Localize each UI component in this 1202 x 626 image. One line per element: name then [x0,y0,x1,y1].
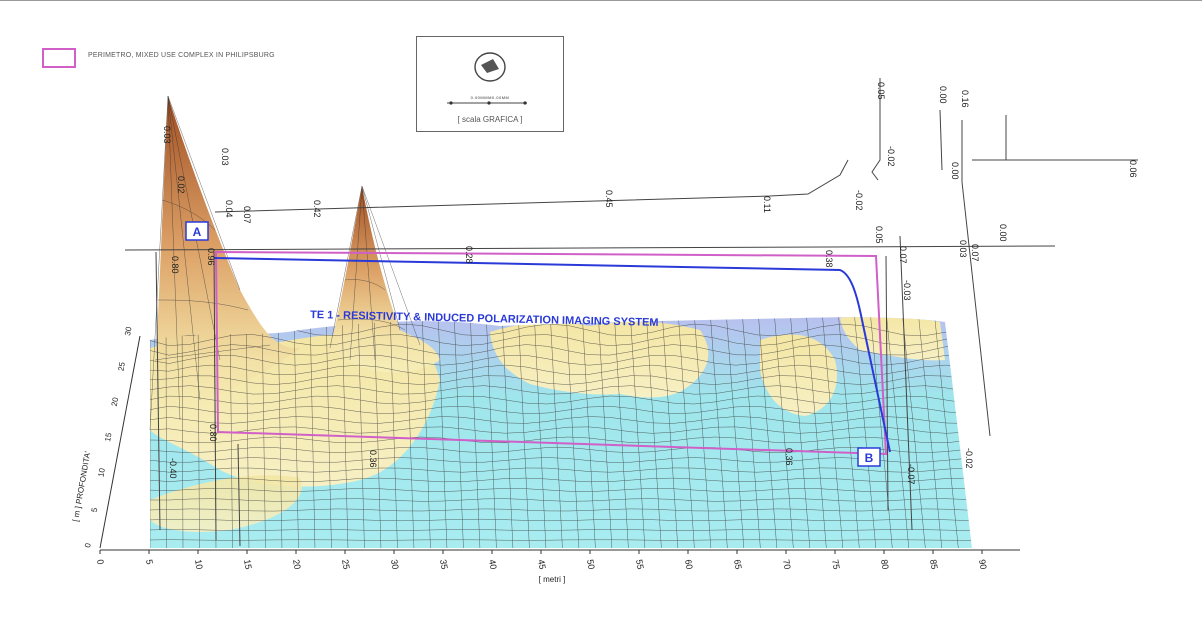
x-tick-label: 30 [389,559,401,571]
elev-label: 0.36 [784,448,794,466]
elev-label: 0.00 [938,86,948,104]
elev-label: -0.07 [906,464,916,485]
marker-b: B [857,447,881,467]
scale-box: 0.00MMM0.00MM [ scala GRAFICA ] [416,36,564,132]
x-tick-label: 50 [585,559,597,571]
peak-center [330,186,440,373]
elev-label: 0.04 [224,200,234,218]
elev-label: 0.03 [220,148,230,166]
x-axis: 0 5 10 15 20 25 30 35 40 45 50 55 60 65 70 75 80 85 90 [ m… [95,549,1020,584]
survey-trace [213,257,891,453]
surface-mesh [150,317,972,548]
elev-label: 0.07 [242,206,252,224]
elev-label: 0.03 [958,240,968,258]
elev-label: 0.38 [824,250,834,268]
x-tick-label: 90 [977,559,989,571]
depth-tick-label: 10 [96,467,107,478]
depth-tick-label: 0 [83,542,93,548]
x-tick-label: 20 [291,559,303,571]
elev-label: -0.40 [168,458,178,479]
elev-label: 0.02 [176,176,186,194]
depth-tick-label: 5 [90,507,100,513]
depth-tick-label: 30 [123,325,134,336]
x-tick-label: 15 [242,559,254,571]
elev-label: -0.02 [854,190,864,211]
elev-label: 0.11 [762,196,772,213]
elev-label: 0.36 [368,450,378,468]
x-tick-label: 40 [487,559,499,571]
elev-label: 0.05 [876,82,886,100]
x-tick-label: 60 [683,559,695,571]
x-tick-label: 65 [732,559,744,571]
elev-label: 0.03 [162,126,172,144]
x-tick-label: 0 [95,559,106,566]
elev-label: -0.02 [964,448,974,469]
svg-text:B: B [865,451,874,465]
elev-label: 0.28 [464,246,474,264]
x-tick-label: 35 [438,559,450,571]
x-tick-label: 85 [928,559,940,571]
scale-label: [ scala GRAFICA ] [457,115,523,124]
elev-label: 0.06 [1128,160,1138,178]
elev-label: -0.02 [886,146,896,167]
elev-label: 0.00 [950,162,960,180]
elevation-labels: 0.03 0.02 0.03 0.04 0.07 0.42 0.45 0.11 … [162,82,1138,485]
elev-label: 0.42 [312,200,322,218]
x-tick-label: 25 [340,559,352,571]
survey-lines [124,78,1138,547]
compass-icon [447,52,527,105]
peak-mesh [149,95,421,431]
elev-label: -0.03 [902,280,912,301]
elev-label: 0.07 [898,246,908,264]
depth-tick-label: 25 [116,361,127,372]
elev-label: 0.96 [206,248,216,266]
elev-label: 0.16 [960,90,970,108]
marker-a: A [185,221,209,241]
legend-label: PERIMETRO, MIXED USE COMPLEX IN PHILIPSB… [88,52,275,59]
elev-label: 0.07 [970,244,980,262]
elev-label: 0.05 [874,226,884,244]
elev-label: 0.80 [170,256,180,274]
perimeter-outline [214,250,888,456]
legend-swatch [42,48,76,68]
x-tick-label: 70 [781,559,793,571]
elev-label: 0.45 [604,190,614,208]
x-axis-label: [ metri ] [539,575,566,584]
svg-text:A: A [193,225,202,239]
x-tick-label: 75 [830,559,842,571]
x-tick-label: 45 [536,559,548,571]
x-tick-label: 55 [634,559,646,571]
x-tick-label: 5 [144,559,155,566]
elev-label: 0.80 [208,424,218,442]
elev-label: 0.00 [998,224,1008,242]
depth-tick-label: 15 [103,431,114,442]
x-tick-label: 10 [193,559,205,571]
scale-bar-label: 0.00MMM0.00MM [470,95,510,100]
x-tick-label: 80 [879,559,891,571]
depth-tick-label: 20 [110,396,121,407]
